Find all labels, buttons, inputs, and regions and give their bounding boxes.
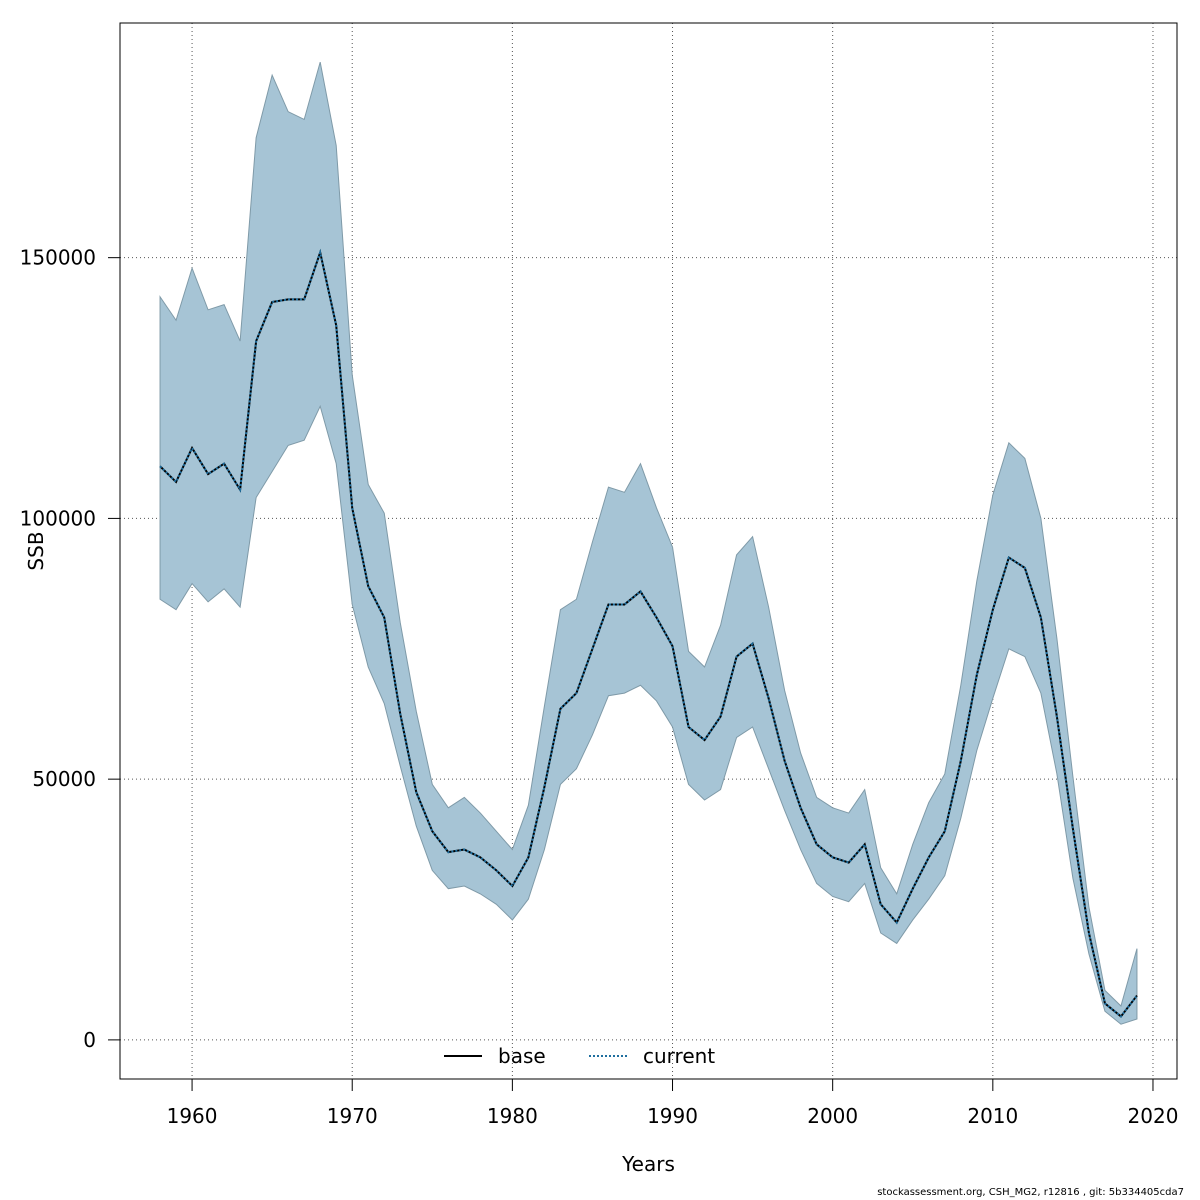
legend: base current [444, 1044, 715, 1068]
footer-note: stockassessment.org, CSH_MG2, r12816 , g… [877, 1187, 1184, 1198]
x-tick-label: 1980 [487, 1104, 538, 1128]
y-tick-label: 150000 [20, 246, 96, 270]
x-axis: 1960 1970 1980 1990 2000 2010 2020 [167, 1078, 1179, 1128]
x-axis-title: Years [621, 1152, 675, 1176]
series-lines-layer [159, 248, 1138, 1018]
y-tick-label: 100000 [20, 506, 96, 530]
legend-base-label: base [498, 1044, 546, 1068]
y-tick-label: 0 [83, 1028, 96, 1052]
x-tick-label: 2010 [967, 1104, 1018, 1128]
y-axis-title: SSB [24, 531, 48, 570]
x-tick-label: 1990 [647, 1104, 698, 1128]
confidence-band-layer [159, 61, 1138, 1025]
x-tick-label: 1970 [327, 1104, 378, 1128]
x-tick-label: 2020 [1128, 1104, 1179, 1128]
confidence-band [159, 61, 1138, 1025]
x-tick-label: 1960 [167, 1104, 218, 1128]
y-tick-label: 50000 [32, 767, 96, 791]
x-tick-label: 2000 [807, 1104, 858, 1128]
legend-current-label: current [643, 1044, 715, 1068]
series-line-current [159, 248, 1138, 1018]
y-axis: 0 50000 100000 150000 [20, 246, 121, 1052]
